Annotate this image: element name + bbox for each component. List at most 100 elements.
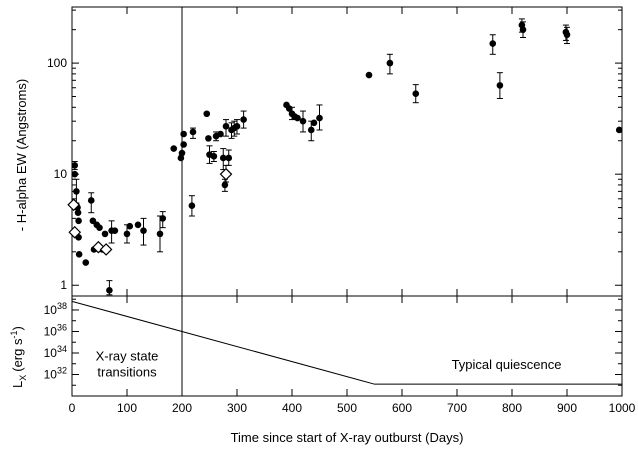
data-point [294, 114, 301, 122]
data-point [205, 135, 212, 142]
x-tick-label: 200 [172, 401, 192, 415]
data-point [178, 149, 186, 157]
data-point [188, 202, 196, 210]
ylabel-unit-open: (erg s [10, 338, 25, 372]
data-point [386, 59, 394, 67]
data-point [210, 152, 218, 160]
luminosity-panel-frame [71, 295, 623, 397]
data-point [75, 250, 83, 258]
x-tick-label: 600 [392, 401, 412, 415]
data-point [180, 141, 187, 148]
h-alpha-points [67, 21, 623, 294]
data-point [87, 197, 95, 204]
data-point [310, 119, 318, 127]
x-tick-label: 400 [282, 401, 302, 415]
data-point [299, 117, 307, 125]
data-point-diamond [219, 167, 233, 181]
data-point [203, 110, 211, 118]
data-point [221, 181, 229, 189]
y-tick-base: 10 [44, 303, 58, 317]
x-tick-label: 100 [117, 401, 137, 415]
y-tick-base: 10 [44, 346, 58, 360]
data-point [126, 222, 134, 230]
data-point [156, 230, 164, 238]
data-point [71, 170, 79, 178]
data-point [615, 126, 623, 134]
data-point [159, 215, 167, 222]
data-point [240, 116, 247, 123]
annotation-text: transitions [97, 365, 157, 380]
x-axis-title: Time since start of X-ray outburst (Days… [231, 430, 464, 445]
data-point [285, 105, 293, 112]
data-point [563, 31, 571, 39]
data-point [496, 82, 504, 89]
data-point-diamond [68, 225, 82, 239]
data-point [222, 122, 230, 130]
data-point [101, 230, 109, 238]
h-alpha-ticks [71, 7, 623, 296]
data-point [82, 259, 90, 266]
y-tick-label: 1 [60, 278, 67, 292]
y-tick-label: 1032 [44, 365, 67, 381]
ylabel-main: L [10, 381, 25, 388]
data-point [170, 145, 178, 152]
y-tick-exponent: 38 [57, 301, 67, 311]
luminosity-line [71, 300, 622, 385]
x-tick-labels: 0 100 200 300 400 500 600 700 800 900 1000 [69, 401, 636, 415]
annotation-text: X-ray state [96, 349, 159, 364]
y-tick-base: 10 [44, 367, 58, 381]
luminosity-ticks [71, 296, 623, 396]
data-point [123, 230, 131, 238]
h-alpha-y-axis-title: - H-alpha EW (Angstroms) [14, 79, 29, 231]
data-point [134, 221, 142, 229]
data-point [73, 188, 80, 195]
h-alpha-panel-frame [71, 6, 623, 297]
y-tick-base: 10 [44, 324, 58, 338]
annotation-text: Typical quiescence [452, 357, 562, 372]
x-tick-label: 300 [227, 401, 247, 415]
y-tick-exponent: 32 [57, 365, 67, 375]
x-tick-label: 800 [502, 401, 522, 415]
data-point [489, 40, 497, 47]
ylabel-sub: X [18, 375, 28, 381]
y-tick-label: 1036 [44, 322, 67, 338]
data-point [96, 224, 103, 231]
data-point [365, 71, 373, 79]
data-point [307, 126, 315, 134]
data-point-diamond [67, 198, 80, 212]
ylabel-unit-close: ) [10, 326, 25, 330]
data-point [316, 114, 323, 122]
data-point [519, 26, 527, 33]
h-alpha-error-bars [71, 18, 570, 296]
y-tick-label: 100 [47, 56, 67, 70]
data-point [217, 130, 224, 138]
data-point [106, 287, 113, 294]
data-point [74, 209, 82, 216]
ylabel-unit-sup: -1 [9, 331, 19, 339]
data-point [111, 227, 119, 234]
h-alpha-y-tick-labels: 1 10 100 [47, 56, 67, 292]
x-tick-label: 1000 [609, 401, 636, 415]
data-point [75, 217, 82, 225]
data-point [225, 154, 233, 162]
x-tick-label: 700 [447, 401, 467, 415]
data-point [140, 227, 147, 234]
x-tick-label: 900 [557, 401, 577, 415]
data-point-diamond [99, 243, 113, 256]
y-tick-exponent: 36 [57, 322, 67, 332]
y-tick-label: 1034 [44, 344, 67, 360]
data-point [219, 154, 227, 162]
y-tick-label: 1038 [44, 301, 67, 317]
x-tick-label: 500 [337, 401, 357, 415]
data-point [177, 154, 185, 162]
data-point [233, 122, 241, 130]
data-point [180, 130, 187, 138]
data-point [412, 90, 420, 98]
h-alpha-panel: 1 10 100 - H-alpha EW (Angstroms) [14, 6, 623, 297]
luminosity-y-axis-title: LX (erg s-1) [9, 326, 28, 388]
data-point [71, 162, 79, 169]
